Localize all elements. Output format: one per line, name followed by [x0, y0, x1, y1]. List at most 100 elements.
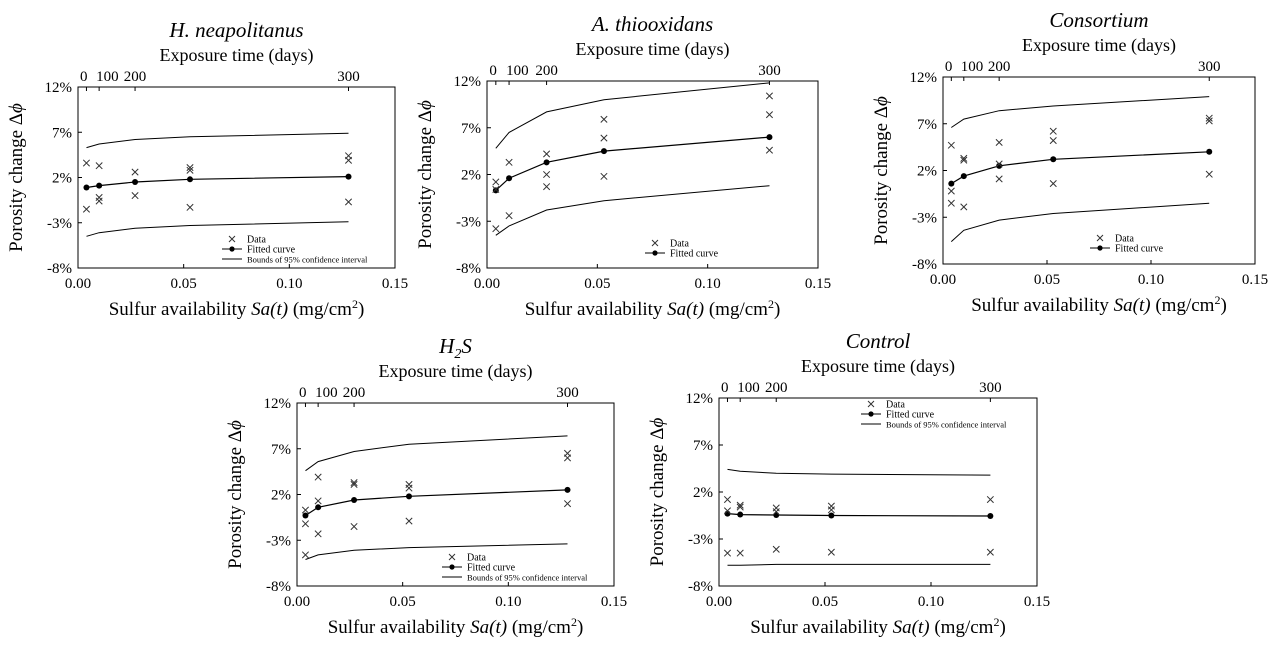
- x-tick-label: 0.15: [382, 276, 408, 292]
- data-point: [186, 163, 194, 172]
- data-point: [600, 172, 608, 180]
- x-axis-title: Sulfur availability Sa(t) (mg/cm2): [971, 293, 1227, 316]
- legend-label-fit: Fitted curve: [886, 410, 935, 421]
- legend-fit-marker: [652, 250, 658, 256]
- y-tick-label: -8%: [912, 257, 937, 273]
- top-tick-label: 0: [721, 380, 729, 396]
- fitted-curve-line: [727, 513, 991, 517]
- legend-label-fit: Fitted curve: [467, 563, 516, 574]
- panel-title: A. thiooxidans: [590, 12, 713, 36]
- fitted-point: [492, 187, 499, 194]
- y-tick-label: -3%: [456, 214, 481, 230]
- data-point: [82, 159, 91, 167]
- fitted-point: [302, 512, 309, 519]
- fitted-point: [351, 496, 358, 503]
- panel-title: Control: [846, 329, 911, 353]
- top-tick-label: 300: [979, 380, 1002, 396]
- data-point: [301, 506, 310, 514]
- x-axis-title: Sulfur availability Sa(t) (mg/cm2): [525, 297, 781, 320]
- x-axis-title: Sulfur availability Sa(t) (mg/cm2): [328, 615, 584, 638]
- data-point: [492, 225, 500, 233]
- x-tick-label: 0.00: [706, 594, 732, 610]
- data-point: [1205, 170, 1213, 178]
- y-tick-label: -8%: [47, 261, 72, 277]
- top-tick-label: 200: [535, 63, 558, 79]
- y-tick-label: -3%: [912, 210, 937, 226]
- data-point: [995, 160, 1003, 168]
- top-tick-label: 200: [765, 380, 788, 396]
- y-tick-label: -3%: [47, 216, 72, 232]
- fitted-point: [543, 159, 550, 166]
- data-point: [505, 158, 513, 166]
- fitted-point: [828, 512, 835, 519]
- top-tick-label: 300: [1198, 59, 1221, 75]
- x-tick-label: 0.00: [474, 276, 500, 292]
- data-point: [723, 495, 732, 504]
- fitted-point: [1050, 156, 1057, 163]
- legend-label-ci: Bounds of 95% confidence interval: [247, 255, 368, 265]
- data-point: [344, 198, 353, 206]
- x-tick-label: 0.15: [601, 594, 627, 610]
- x-tick-label: 0.15: [805, 276, 831, 292]
- x-tick-label: 0.10: [918, 594, 944, 610]
- data-point: [543, 170, 551, 179]
- fitted-point: [96, 182, 103, 189]
- legend-label-ci: Bounds of 95% confidence interval: [886, 420, 1007, 430]
- data-point: [723, 549, 732, 557]
- panel-title: H2S: [438, 334, 472, 362]
- ci-lower-line: [305, 543, 568, 560]
- x-tick-label: 0.10: [495, 594, 521, 610]
- ci-lower-line: [950, 202, 1210, 242]
- fitted-point: [987, 512, 994, 519]
- chart-panel-1: -8% -3% 2% 7% 12% 0.00 0.05 0.10 0.15 0 100 200 300 E…: [6, 18, 408, 320]
- y-axis-title: Porosity change Δϕ: [871, 96, 892, 245]
- data-point: [301, 520, 310, 528]
- fitted-point: [960, 173, 967, 180]
- legend-fit-marker: [229, 246, 235, 252]
- data-point: [986, 548, 994, 556]
- y-tick-label: 7%: [693, 438, 713, 454]
- data-point: [405, 484, 413, 492]
- fitted-point: [187, 176, 194, 183]
- y-tick-label: -8%: [688, 579, 713, 595]
- top-axis-title: Exposure time (days): [160, 45, 314, 66]
- legend-data-symbol: [651, 239, 659, 247]
- data-point: [765, 92, 774, 100]
- y-tick-label: 2%: [271, 488, 291, 504]
- y-tick-label: 2%: [693, 485, 713, 501]
- x-tick-label: 0.05: [171, 276, 197, 292]
- legend-label-ci: Bounds of 95% confidence interval: [467, 573, 588, 583]
- data-point: [95, 193, 103, 201]
- fitted-point: [315, 504, 322, 511]
- fitted-point: [1206, 148, 1213, 155]
- top-axis-title: Exposure time (days): [576, 39, 730, 60]
- fitted-point: [506, 175, 513, 182]
- fitted-point: [406, 493, 413, 500]
- legend-label-fit: Fitted curve: [247, 245, 296, 256]
- x-axis-title: Sulfur availability Sa(t) (mg/cm2): [109, 297, 365, 320]
- y-tick-label: -8%: [266, 579, 291, 595]
- y-axis-title: Porosity change Δϕ: [225, 420, 246, 569]
- data-point: [1049, 137, 1057, 145]
- panel-title: Consortium: [1049, 8, 1148, 32]
- data-point: [131, 168, 139, 176]
- ci-upper-line: [727, 468, 991, 476]
- data-point: [543, 183, 551, 191]
- y-tick-label: 12%: [45, 80, 73, 96]
- fitted-point: [132, 179, 139, 186]
- data-point: [723, 507, 732, 515]
- data-point: [405, 517, 413, 525]
- data-point: [1049, 127, 1057, 135]
- top-tick-label: 100: [506, 63, 528, 79]
- legend-label-fit: Fitted curve: [670, 249, 719, 260]
- fitted-curve-line: [950, 151, 1210, 185]
- legend-data-symbol: [228, 235, 236, 243]
- fitted-point: [564, 486, 571, 493]
- ci-upper-line: [495, 82, 770, 149]
- data-point: [765, 111, 774, 119]
- data-point: [492, 178, 500, 186]
